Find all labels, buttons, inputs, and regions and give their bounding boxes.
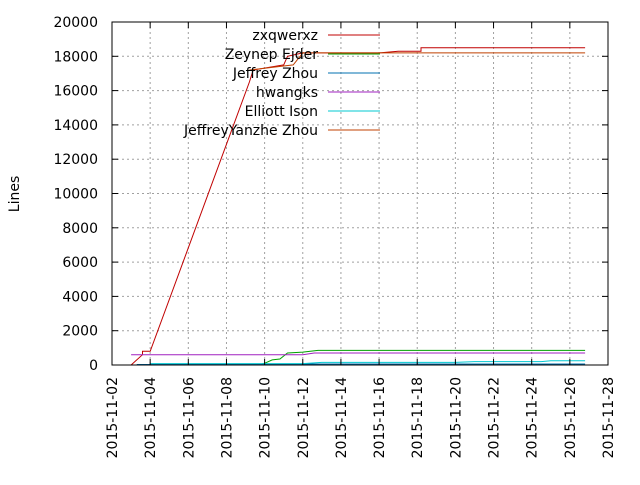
x-tick-label: 2015-11-14	[334, 377, 350, 458]
x-tick-label: 2015-11-04	[143, 377, 159, 458]
y-tick-label: 8000	[62, 221, 98, 237]
y-tick-label: 20000	[53, 15, 98, 31]
y-axis-label: Lines	[7, 176, 23, 212]
series-lines	[130, 47, 586, 366]
y-tick-label: 4000	[62, 289, 98, 305]
legend-label: zxqwerxz	[252, 28, 318, 44]
x-tick-label: 2015-11-26	[563, 377, 579, 458]
legend-label: Jeffrey Zhou	[232, 66, 318, 82]
legend-label: Elliott Ison	[245, 104, 318, 120]
x-tick-label: 2015-11-10	[258, 377, 274, 458]
y-tick-label: 12000	[53, 152, 98, 168]
x-tick-label: 2015-11-16	[372, 377, 388, 458]
series-line-0	[130, 47, 586, 366]
legend: zxqwerxz Zeynep Ejder Jeffrey Zhou hwangks E…	[183, 28, 380, 139]
x-tick-label: 2015-11-06	[181, 377, 197, 458]
x-tick-label: 2015-11-20	[448, 377, 464, 458]
x-tick-label: 2015-11-28	[601, 377, 617, 458]
y-tick-label: 2000	[62, 324, 98, 340]
x-tick-label: 2015-11-02	[105, 377, 121, 458]
y-tick-label: 6000	[62, 255, 98, 271]
legend-label: hwangks	[256, 85, 318, 101]
series-line-3	[131, 352, 586, 356]
y-tick-label: 16000	[53, 84, 98, 100]
y-tick-label: 18000	[53, 49, 98, 65]
x-axis: 2015-11-02 2015-11-04 2015-11-06 2015-11-08…	[105, 22, 617, 458]
legend-label: JeffreyYanzhe Zhou	[183, 123, 318, 139]
series-line-1	[256, 349, 586, 366]
series-line-5	[249, 52, 586, 71]
x-tick-label: 2015-11-24	[525, 377, 541, 458]
y-tick-label: 14000	[53, 118, 98, 134]
y-axis: 0 2000 4000 6000 8000 10000 12000 14000 16000 180…	[53, 15, 608, 374]
x-tick-label: 2015-11-22	[487, 377, 503, 458]
series-line-4	[150, 360, 586, 365]
x-tick-label: 2015-11-18	[410, 377, 426, 458]
grid	[112, 22, 608, 365]
x-tick-label: 2015-11-12	[296, 377, 312, 458]
y-tick-label: 0	[89, 358, 98, 374]
y-tick-label: 10000	[53, 187, 98, 203]
legend-label: Zeynep Ejder	[225, 47, 319, 63]
x-tick-label: 2015-11-08	[219, 377, 235, 458]
